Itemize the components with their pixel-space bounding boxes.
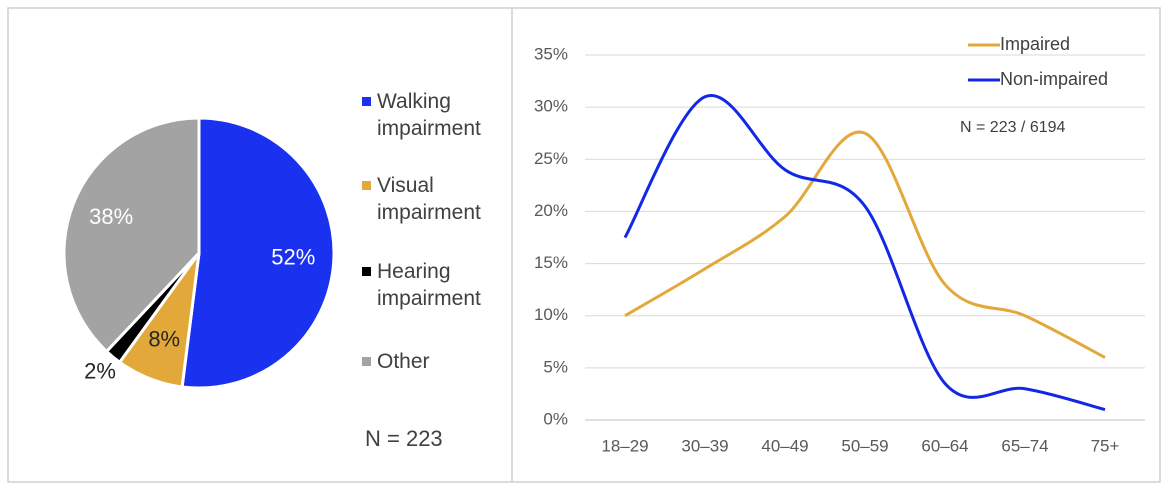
legend-label: Other [377, 350, 430, 373]
pie-slice [62, 116, 201, 354]
legend-swatch [362, 181, 371, 190]
x-tick-label: 40–49 [761, 436, 808, 455]
x-tick-label: 50–59 [841, 436, 888, 455]
legend-swatch [362, 357, 371, 366]
legend-label: Visual impairment [377, 174, 481, 224]
x-tick-label: 60–64 [921, 436, 968, 455]
panel-border [7, 7, 1161, 483]
x-tick-label: 65–74 [1001, 436, 1048, 455]
legend-label: Non-impaired [1000, 69, 1108, 89]
line-series [623, 93, 1106, 412]
pie-label: 38% [89, 204, 133, 229]
x-tick-label: 18–29 [601, 436, 648, 455]
pie-label: 2% [84, 358, 116, 383]
legend-item: Other [362, 348, 502, 375]
line-annotation: N = 223 / 6194 [960, 119, 1066, 136]
legend-label: Hearing impairment [377, 260, 481, 310]
pie-label: 8% [148, 327, 180, 352]
legend-item: Hearing impairment [362, 258, 502, 312]
legend-item: Visual impairment [362, 172, 502, 226]
y-tick-label: 25% [534, 149, 568, 168]
pie-slice [180, 116, 336, 390]
legend-item: Walking impairment [362, 88, 502, 142]
y-tick-label: 30% [534, 97, 568, 116]
pie-label: 52% [271, 245, 315, 270]
x-tick-label: 30–39 [681, 436, 728, 455]
y-tick-label: 15% [534, 253, 568, 272]
legend-swatch [362, 267, 371, 276]
legend-label: Impaired [1000, 34, 1070, 54]
y-tick-label: 0% [543, 409, 568, 428]
pie-annotation: N = 223 [365, 426, 443, 451]
y-tick-label: 20% [534, 201, 568, 220]
legend-label: Walking impairment [377, 90, 481, 140]
y-tick-label: 35% [534, 44, 568, 63]
y-tick-label: 10% [534, 305, 568, 324]
line-series [624, 130, 1106, 359]
x-tick-label: 75+ [1091, 436, 1120, 455]
y-tick-label: 5% [543, 357, 568, 376]
legend-swatch [362, 97, 371, 106]
